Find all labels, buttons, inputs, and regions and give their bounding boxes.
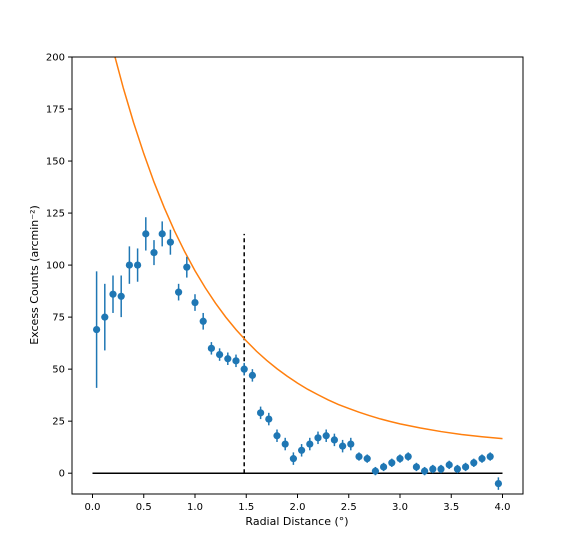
- data-point: [150, 249, 158, 257]
- data-point: [273, 432, 281, 440]
- y-tick-label: 50: [52, 365, 65, 376]
- x-tick-label: 0.0: [85, 502, 101, 513]
- y-axis-label: Excess Counts (arcmin⁻²): [28, 205, 41, 345]
- data-point: [363, 455, 371, 463]
- data-point: [298, 446, 306, 454]
- y-tick-label: 150: [46, 157, 65, 168]
- data-point: [134, 261, 142, 269]
- data-point: [494, 479, 502, 488]
- data-point: [117, 292, 125, 300]
- data-point: [404, 452, 412, 461]
- y-tick-label: 25: [52, 417, 65, 428]
- data-point: [199, 317, 207, 325]
- data-point: [232, 357, 240, 365]
- x-tick-label: 2.0: [290, 502, 306, 513]
- plot-content: [92, 57, 503, 490]
- data-point: [355, 452, 363, 461]
- y-tick-label: 100: [46, 261, 65, 272]
- data-point: [289, 455, 297, 463]
- data-point: [314, 434, 322, 442]
- data-point: [371, 467, 379, 475]
- data-point: [470, 459, 478, 467]
- data-point: [125, 261, 133, 269]
- data-point: [421, 467, 429, 475]
- y-tick-label: 125: [46, 209, 65, 220]
- plot-area: [92, 57, 503, 490]
- data-point: [142, 230, 150, 238]
- x-tick-label: 2.5: [341, 502, 357, 513]
- data-point: [166, 238, 174, 246]
- data-point: [445, 461, 453, 469]
- data-point: [265, 415, 273, 423]
- y-tick-label: 200: [46, 53, 65, 64]
- data-point: [429, 465, 437, 473]
- fit-curve: [114, 57, 503, 440]
- data-point: [191, 298, 199, 307]
- y-tick-label: 0: [59, 469, 65, 480]
- x-tick-label: 4.0: [495, 502, 511, 513]
- data-point: [158, 230, 166, 238]
- data-point: [453, 465, 461, 473]
- data-point: [380, 463, 388, 471]
- data-point: [396, 455, 404, 463]
- x-axis-label: Radial Distance (°): [245, 515, 348, 528]
- x-tick-label: 1.0: [187, 502, 203, 513]
- data-point: [183, 263, 191, 271]
- data-point: [216, 350, 224, 359]
- data-point: [437, 465, 445, 473]
- y-tick-label: 75: [52, 313, 65, 324]
- data-point: [478, 455, 486, 463]
- data-point: [101, 313, 109, 321]
- data-point: [175, 288, 183, 296]
- x-axis: 0.0 0.5 1.0 1.5 2.0 2.5 3.0 3.5 4.0: [85, 494, 511, 513]
- data-point: [322, 432, 330, 440]
- data-point: [347, 440, 355, 448]
- y-tick-label: 175: [46, 105, 65, 116]
- data-point: [462, 463, 470, 471]
- data-point: [93, 326, 101, 334]
- data-point: [388, 459, 396, 467]
- x-tick-label: 3.0: [392, 502, 408, 513]
- data-point: [330, 436, 338, 444]
- data-point: [207, 344, 215, 352]
- data-point: [248, 371, 256, 379]
- y-axis: 0 25 50 75 100 125 150 175 200: [46, 53, 72, 480]
- data-point: [109, 290, 117, 298]
- data-point: [224, 355, 232, 363]
- x-tick-label: 0.5: [136, 502, 152, 513]
- data-point: [339, 442, 347, 450]
- data-point: [240, 365, 248, 373]
- x-tick-label: 3.5: [443, 502, 459, 513]
- plot-frame: [71, 56, 524, 495]
- data-point: [306, 440, 314, 448]
- data-point: [412, 463, 420, 471]
- data-point: [257, 409, 265, 417]
- x-tick-label: 1.5: [238, 502, 254, 513]
- data-point: [486, 452, 494, 461]
- data-point: [281, 440, 289, 448]
